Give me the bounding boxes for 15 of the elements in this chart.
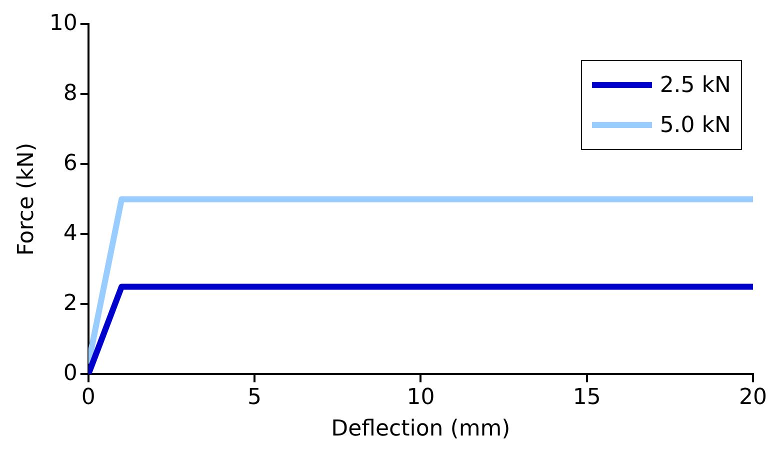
y-tick-label: 2	[63, 290, 78, 316]
x-axis-title: Deflection (mm)	[331, 416, 510, 442]
legend-label: 5.0 kN	[660, 112, 731, 138]
y-tick-label: 4	[63, 220, 78, 246]
x-tick-label: 20	[739, 385, 768, 410]
y-tick-label: 8	[63, 80, 78, 106]
x-tick-label: 5	[248, 385, 262, 410]
x-tick-label: 0	[81, 385, 96, 410]
y-axis-title: Force (kN)	[14, 142, 39, 256]
x-tick-label: 15	[572, 385, 601, 410]
y-tick-label: 0	[63, 360, 78, 386]
y-tick-label: 6	[63, 150, 78, 176]
y-tick-label: 10	[49, 10, 78, 36]
legend-label: 2.5 kN	[660, 72, 731, 98]
x-tick-label: 10	[406, 385, 435, 410]
